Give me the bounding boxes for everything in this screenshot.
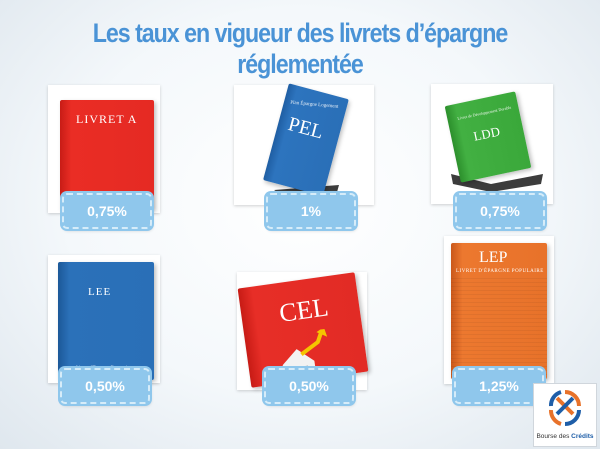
pel-name: PEL xyxy=(285,113,326,144)
page-title: Les taux en vigueur des livrets d’épargn… xyxy=(92,18,509,79)
ldd-subtitle: Livret de Développement Durable xyxy=(456,104,512,121)
brand-logo-mark xyxy=(549,390,581,426)
livret-a-rate: 0,75% xyxy=(62,193,152,229)
pel-subtitle: Plan Épargne Logement xyxy=(290,100,339,110)
brand-logo-text-accent: Crédits xyxy=(571,433,594,440)
livret-a-name: LIVRET A xyxy=(76,112,138,126)
livret-a-book: LIVRET A xyxy=(60,100,154,210)
lep-name: LEP xyxy=(479,249,508,266)
lee-book: LEE Livret d'Épargne Entreprise xyxy=(58,262,154,380)
brand-logo-text-plain: Bourse des xyxy=(536,433,572,440)
brand-logo: Bourse des Crédits xyxy=(533,383,597,447)
lee-name: LEE xyxy=(88,286,112,298)
cel-rate: 0,50% xyxy=(264,368,354,404)
ldd-name: LDD xyxy=(472,123,502,144)
lep-rate: 1,25% xyxy=(454,368,544,404)
brand-logo-text: Bourse des Crédits xyxy=(534,433,596,440)
lep-subtitle: LIVRET D'ÉPARGNE POPULAIRE xyxy=(456,269,544,274)
cel-name: CEL xyxy=(277,292,331,328)
ldd-rate: 0,75% xyxy=(455,193,545,229)
ldd-pocket xyxy=(451,174,543,192)
lee-rate: 0,50% xyxy=(60,368,150,404)
lep-texture xyxy=(451,277,547,379)
pel-rate: 1% xyxy=(266,193,356,229)
lep-book: LEP LIVRET D'ÉPARGNE POPULAIRE xyxy=(451,243,547,379)
